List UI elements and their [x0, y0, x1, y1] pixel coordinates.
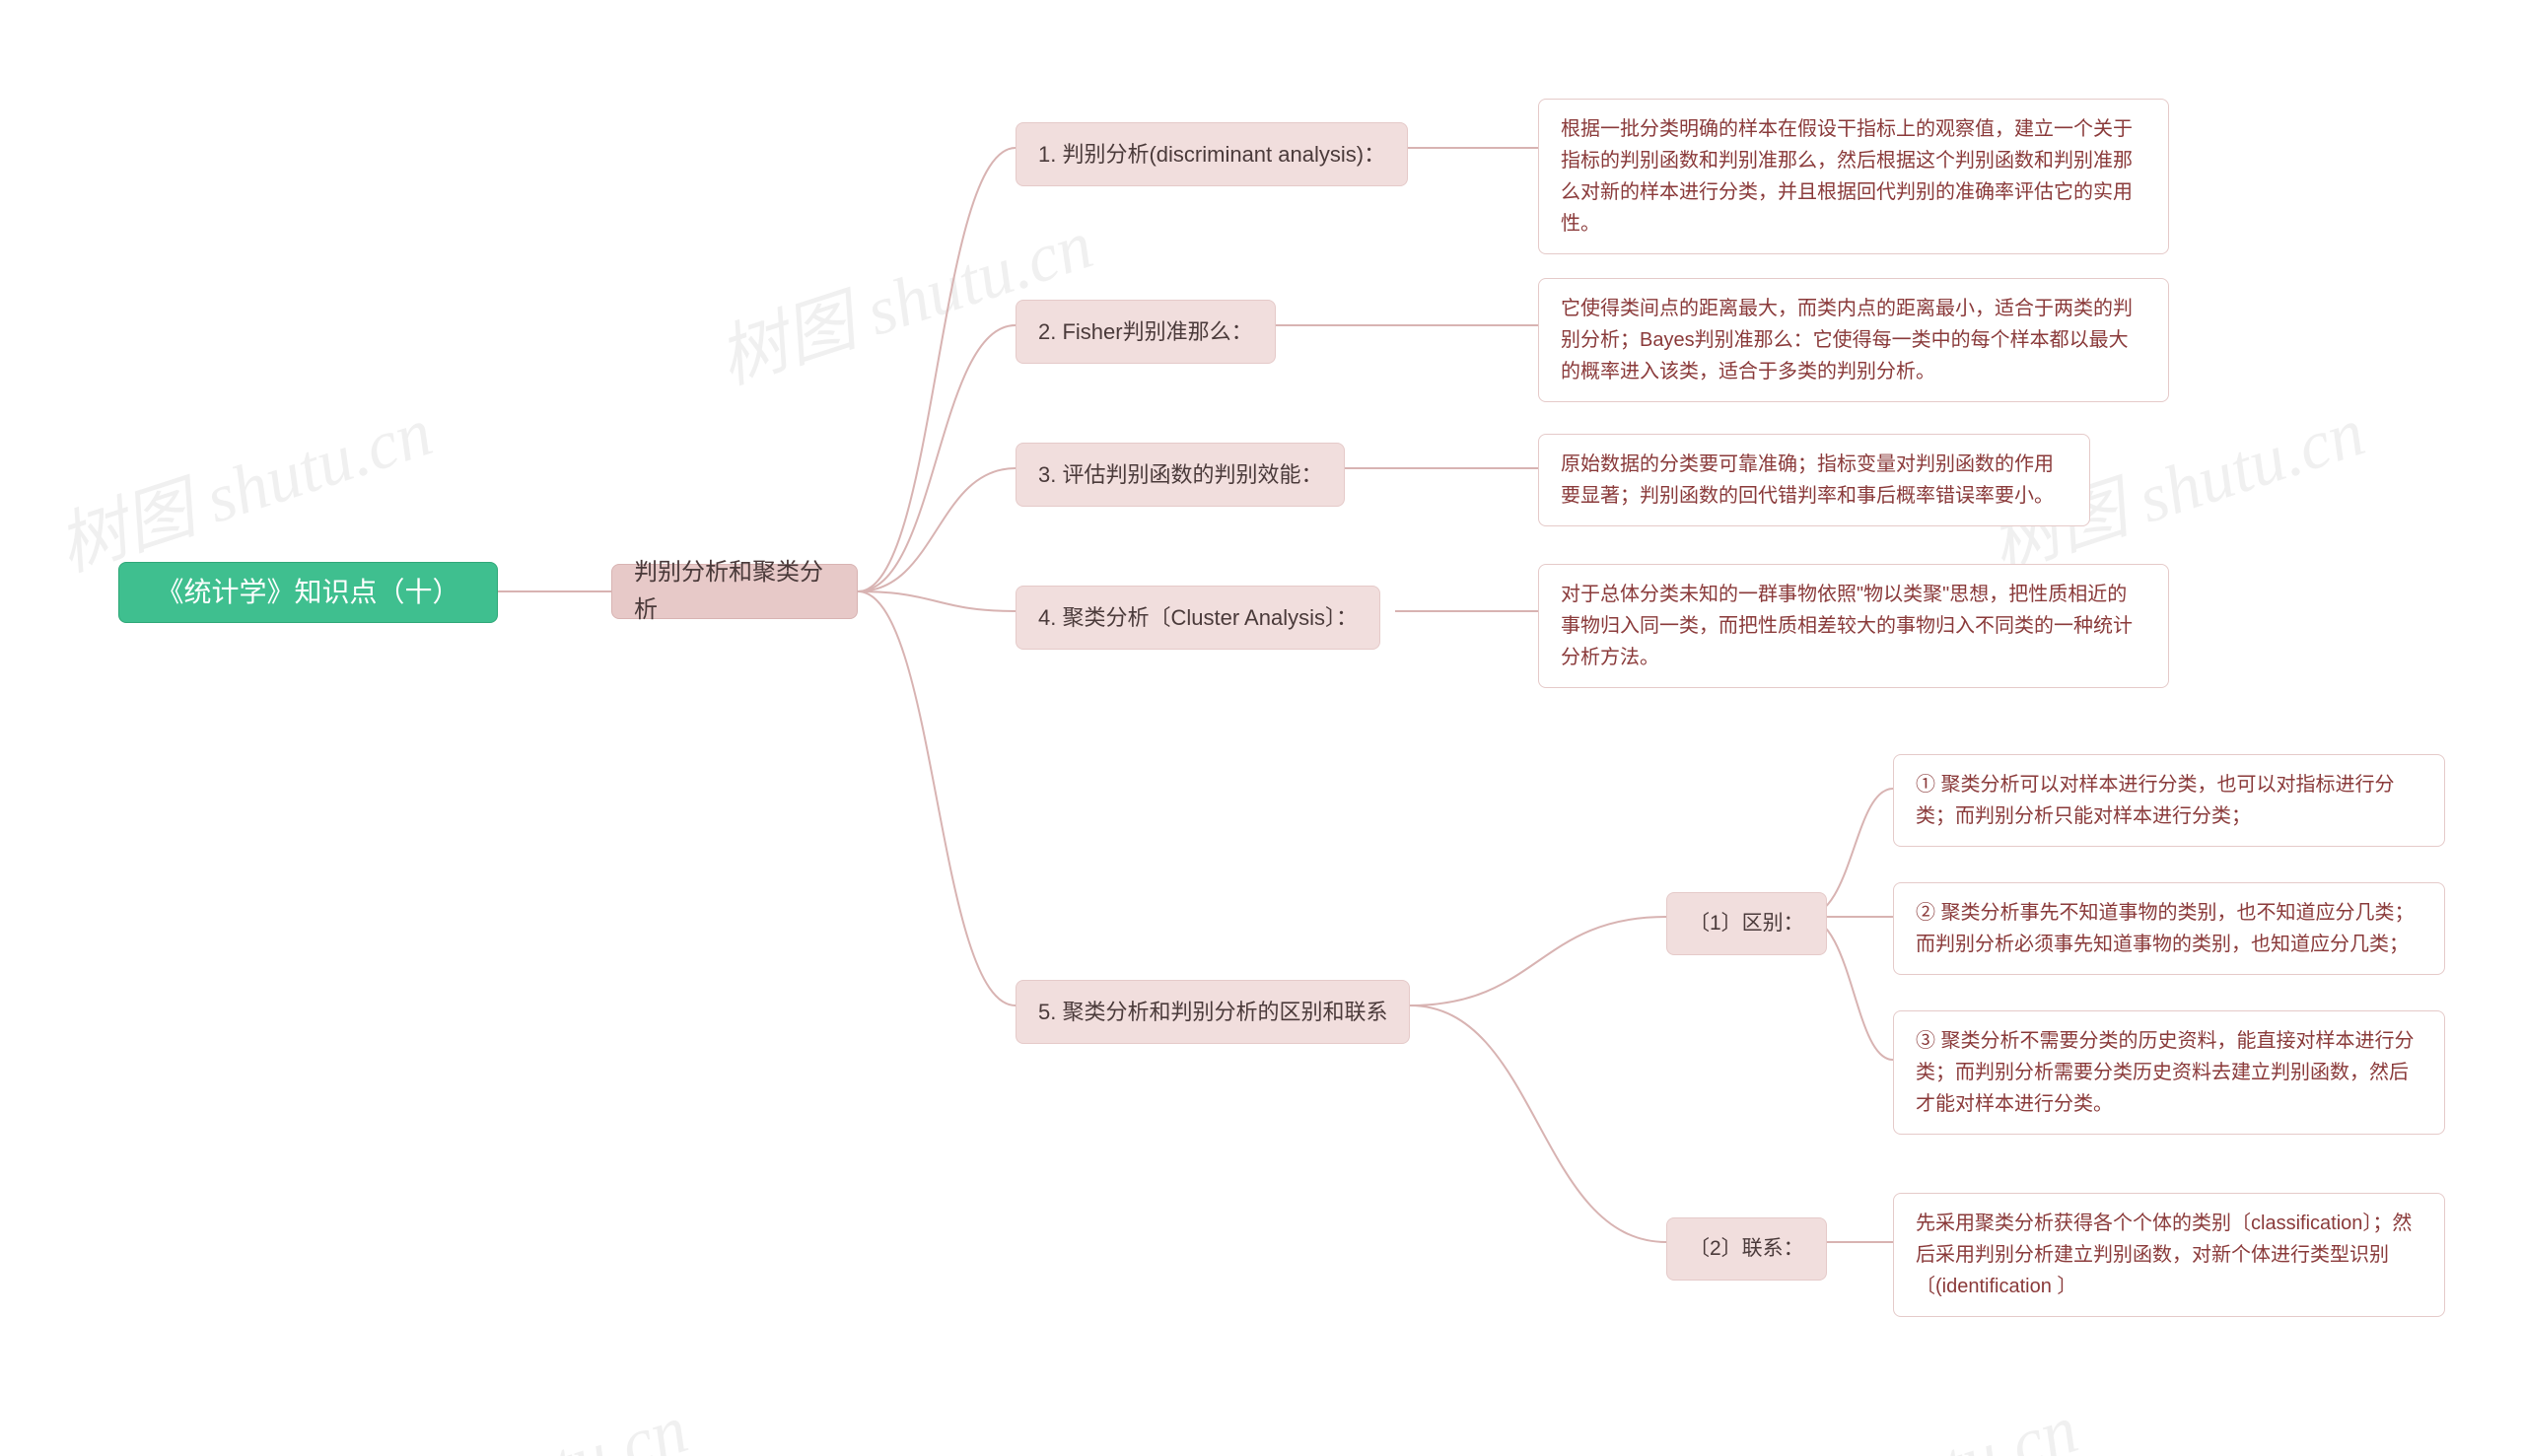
- leaf-n1[interactable]: 根据一批分类明确的样本在假设干指标上的观察值，建立一个关于指标的判别函数和判别准…: [1538, 99, 2169, 254]
- node-label: 〔2〕联系：: [1689, 1232, 1804, 1266]
- node-label: 3. 评估判别函数的判别效能：: [1038, 457, 1322, 492]
- leaf-n5a-3[interactable]: ③ 聚类分析不需要分类的历史资料，能直接对样本进行分类；而判别分析需要分类历史资…: [1893, 1010, 2445, 1135]
- leaf-n3[interactable]: 原始数据的分类要可靠准确；指标变量对判别函数的作用要显著；判别函数的回代错判率和…: [1538, 434, 2090, 526]
- node-n3[interactable]: 3. 评估判别函数的判别效能：: [1016, 443, 1345, 507]
- node-n4[interactable]: 4. 聚类分析〔Cluster Analysis〕：: [1016, 586, 1380, 650]
- leaf-text: ① 聚类分析可以对样本进行分类，也可以对指标进行分类；而判别分析只能对样本进行分…: [1916, 769, 2422, 832]
- node-label: 1. 判别分析(discriminant analysis)：: [1038, 137, 1385, 172]
- leaf-n5a-1[interactable]: ① 聚类分析可以对样本进行分类，也可以对指标进行分类；而判别分析只能对样本进行分…: [1893, 754, 2445, 847]
- node-n5[interactable]: 5. 聚类分析和判别分析的区别和联系: [1016, 980, 1410, 1044]
- leaf-text: 原始数据的分类要可靠准确；指标变量对判别函数的作用要显著；判别函数的回代错判率和…: [1561, 449, 2068, 512]
- leaf-n2[interactable]: 它使得类间点的距离最大，而类内点的距离最小，适合于两类的判别分析；Bayes判别…: [1538, 278, 2169, 402]
- level1-label: 判别分析和聚类分析: [634, 554, 835, 630]
- leaf-text: ② 聚类分析事先不知道事物的类别，也不知道应分几类；而判别分析必须事先知道事物的…: [1916, 897, 2422, 960]
- leaf-n5b-1[interactable]: 先采用聚类分析获得各个个体的类别〔classification〕；然后采用判别分…: [1893, 1193, 2445, 1317]
- watermark: tu.cn: [1933, 1391, 2087, 1456]
- leaf-text: 对于总体分类未知的一群事物依照"物以类聚"思想，把性质相近的事物归入同一类，而把…: [1561, 579, 2146, 673]
- node-label: 5. 聚类分析和判别分析的区别和联系: [1038, 995, 1387, 1029]
- leaf-text: 它使得类间点的距离最大，而类内点的距离最小，适合于两类的判别分析；Bayes判别…: [1561, 293, 2146, 387]
- node-n1[interactable]: 1. 判别分析(discriminant analysis)：: [1016, 122, 1408, 186]
- node-n5a[interactable]: 〔1〕区别：: [1666, 892, 1827, 955]
- node-label: 〔1〕区别：: [1689, 907, 1804, 940]
- root-label: 《统计学》知识点（十）: [156, 571, 459, 615]
- node-n5b[interactable]: 〔2〕联系：: [1666, 1217, 1827, 1281]
- leaf-text: 根据一批分类明确的样本在假设干指标上的观察值，建立一个关于指标的判别函数和判别准…: [1561, 113, 2146, 240]
- leaf-n5a-2[interactable]: ② 聚类分析事先不知道事物的类别，也不知道应分几类；而判别分析必须事先知道事物的…: [1893, 882, 2445, 975]
- leaf-text: ③ 聚类分析不需要分类的历史资料，能直接对样本进行分类；而判别分析需要分类历史资…: [1916, 1025, 2422, 1120]
- watermark: tu.cn: [543, 1391, 697, 1456]
- watermark: 树图 shutu.cn: [43, 377, 443, 590]
- leaf-text: 先采用聚类分析获得各个个体的类别〔classification〕；然后采用判别分…: [1916, 1208, 2422, 1302]
- leaf-n4[interactable]: 对于总体分类未知的一群事物依照"物以类聚"思想，把性质相近的事物归入同一类，而把…: [1538, 564, 2169, 688]
- node-label: 4. 聚类分析〔Cluster Analysis〕：: [1038, 600, 1358, 635]
- watermark: 树图 shutu.cn: [704, 189, 1103, 403]
- node-n2[interactable]: 2. Fisher判别准那么：: [1016, 300, 1276, 364]
- root-node[interactable]: 《统计学》知识点（十）: [118, 562, 498, 623]
- mindmap-canvas: 树图 shutu.cn 树图 shutu.cn 树图 shutu.cn tu.c…: [0, 0, 2524, 1456]
- level1-node[interactable]: 判别分析和聚类分析: [611, 564, 858, 619]
- node-label: 2. Fisher判别准那么：: [1038, 314, 1253, 349]
